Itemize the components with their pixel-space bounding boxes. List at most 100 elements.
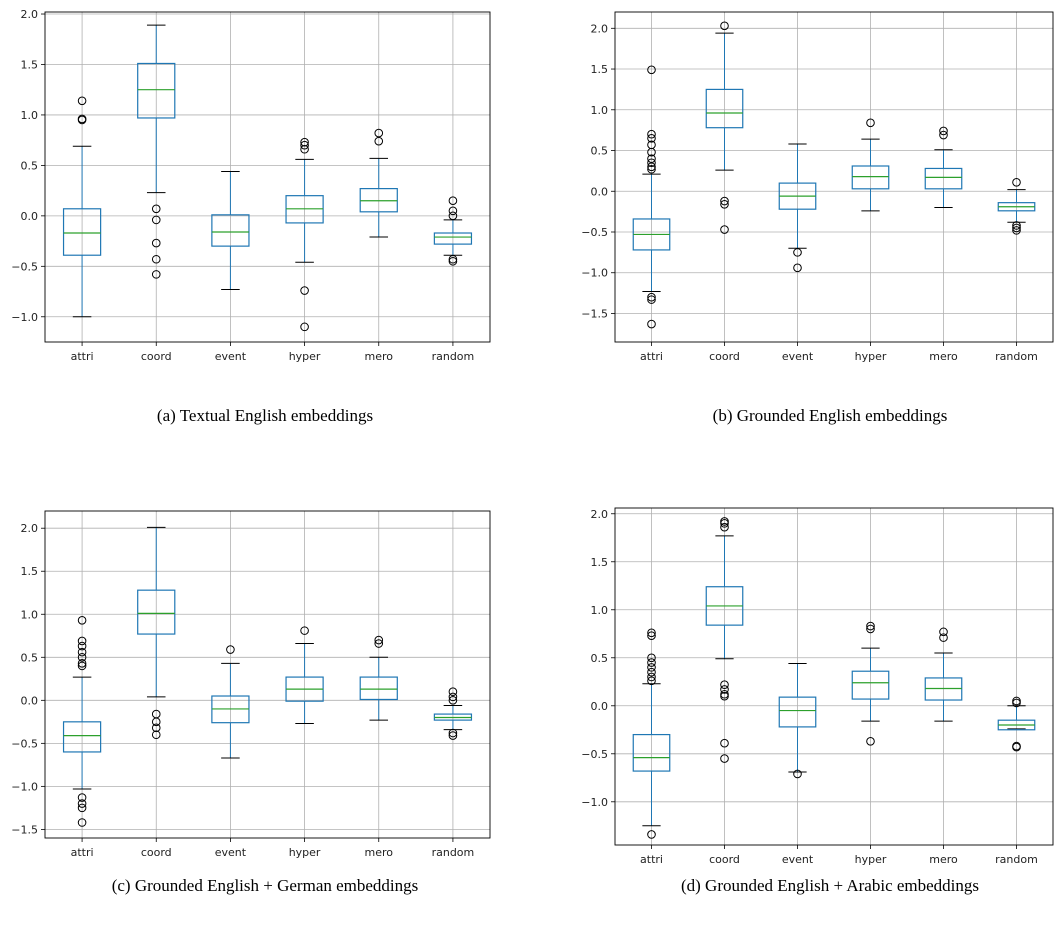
outlier-point: [374, 128, 384, 138]
box-attri: [632, 65, 671, 329]
iqr-box: [137, 62, 176, 119]
box-coord: [705, 21, 744, 234]
x-tick-label: hyper: [855, 350, 887, 363]
box-event: [211, 170, 250, 291]
outlier-point: [647, 658, 656, 667]
y-tick-label: 0.5: [21, 651, 39, 664]
outlier-point: [866, 737, 875, 746]
outlier-point: [720, 680, 729, 689]
outlier-point: [793, 769, 802, 779]
x-tick-label: mero: [929, 853, 958, 866]
box-random: [433, 687, 473, 740]
outlier-point: [151, 254, 161, 264]
outlier-point: [647, 628, 656, 638]
y-tick-label: 2.0: [21, 8, 39, 21]
box-attri: [632, 628, 671, 839]
box-random: [997, 696, 1036, 752]
outlier-point: [647, 292, 656, 302]
iqr-box: [211, 214, 250, 247]
box-event: [211, 645, 250, 759]
iqr-box: [851, 670, 890, 700]
outlier-point: [647, 653, 656, 663]
y-tick-label: −0.5: [11, 260, 38, 273]
y-tick-label: 0.0: [21, 694, 39, 707]
iqr-box: [137, 589, 176, 635]
outlier-point: [448, 256, 458, 266]
outlier-point: [226, 645, 235, 654]
y-tick-label: 1.5: [21, 58, 39, 71]
outlier-point: [77, 661, 87, 671]
outlier-point: [151, 717, 161, 727]
plot-frame: [44, 510, 491, 839]
outlier-point: [77, 647, 87, 657]
box-coord: [137, 24, 176, 279]
box-plot-c: −1.5 −1.0 −0.5 0.0 0.5 1.0 1.5 2.0 attri coord eve…: [11, 510, 491, 859]
outlier-point: [866, 118, 875, 128]
outlier-point: [647, 319, 656, 329]
box-hyper: [851, 118, 890, 212]
y-tick-label: 0.5: [21, 159, 39, 172]
y-tick-label: 2.0: [591, 508, 609, 521]
x-tick-label: event: [782, 350, 814, 363]
box-event: [778, 663, 817, 779]
x-tick-label: mero: [929, 350, 958, 363]
outlier-point: [77, 818, 87, 827]
outlier-point: [77, 636, 87, 646]
y-tick-label: 1.0: [21, 608, 39, 621]
caption-a: (a) Textual English embeddings: [156, 406, 374, 425]
outlier-point: [1012, 742, 1021, 752]
outlier-point: [448, 254, 458, 264]
outlier-point: [1012, 221, 1021, 230]
x-tick-label: attri: [71, 350, 94, 363]
outlier-point: [374, 635, 384, 645]
y-tick-label: 1.0: [21, 109, 39, 122]
outlier-point: [720, 199, 729, 209]
outlier-point: [300, 626, 309, 635]
outlier-point: [647, 663, 656, 672]
outlier-point: [77, 615, 87, 625]
box-attri: [62, 96, 102, 318]
x-tick-label: coord: [709, 350, 740, 363]
outlier-point: [939, 633, 948, 642]
iqr-box: [62, 208, 102, 256]
outlier-point: [720, 21, 729, 31]
outlier-point: [374, 639, 384, 648]
box-hyper: [285, 137, 324, 332]
y-tick-label: 1.0: [591, 104, 609, 117]
iqr-box: [62, 721, 102, 753]
box-coord: [705, 517, 744, 763]
x-tick-label: hyper: [855, 853, 887, 866]
x-tick-label: coord: [709, 853, 740, 866]
outlier-point: [77, 96, 87, 106]
outlier-point: [151, 270, 161, 279]
y-tick-label: 1.5: [21, 565, 39, 578]
outlier-point: [720, 517, 729, 526]
outlier-point: [300, 140, 309, 150]
box-mero: [924, 627, 963, 722]
outlier-point: [448, 687, 458, 697]
x-tick-label: attri: [71, 846, 94, 859]
outlier-point: [1012, 177, 1021, 187]
y-tick-label: −0.5: [11, 737, 38, 750]
outlier-point: [647, 158, 656, 168]
box-attri: [62, 615, 102, 827]
outlier-point: [77, 793, 87, 802]
iqr-box: [632, 733, 671, 772]
box-mero: [924, 126, 963, 209]
outlier-point: [720, 691, 729, 701]
iqr-box: [924, 167, 963, 190]
outlier-point: [151, 238, 161, 248]
iqr-box: [433, 232, 473, 245]
y-tick-label: 1.0: [591, 604, 609, 617]
box-random: [997, 177, 1036, 235]
x-tick-label: random: [995, 350, 1038, 363]
y-tick-label: 0.0: [591, 185, 609, 198]
iqr-box: [778, 696, 817, 728]
chart-panel-a: −1.0 −0.5 0.0 0.5 1.0 1.5 2.0 attri coord event hy…: [0, 0, 500, 460]
y-tick-label: −1.0: [581, 796, 608, 809]
outlier-point: [151, 730, 161, 740]
x-tick-label: hyper: [289, 350, 321, 363]
box-hyper: [285, 626, 324, 725]
